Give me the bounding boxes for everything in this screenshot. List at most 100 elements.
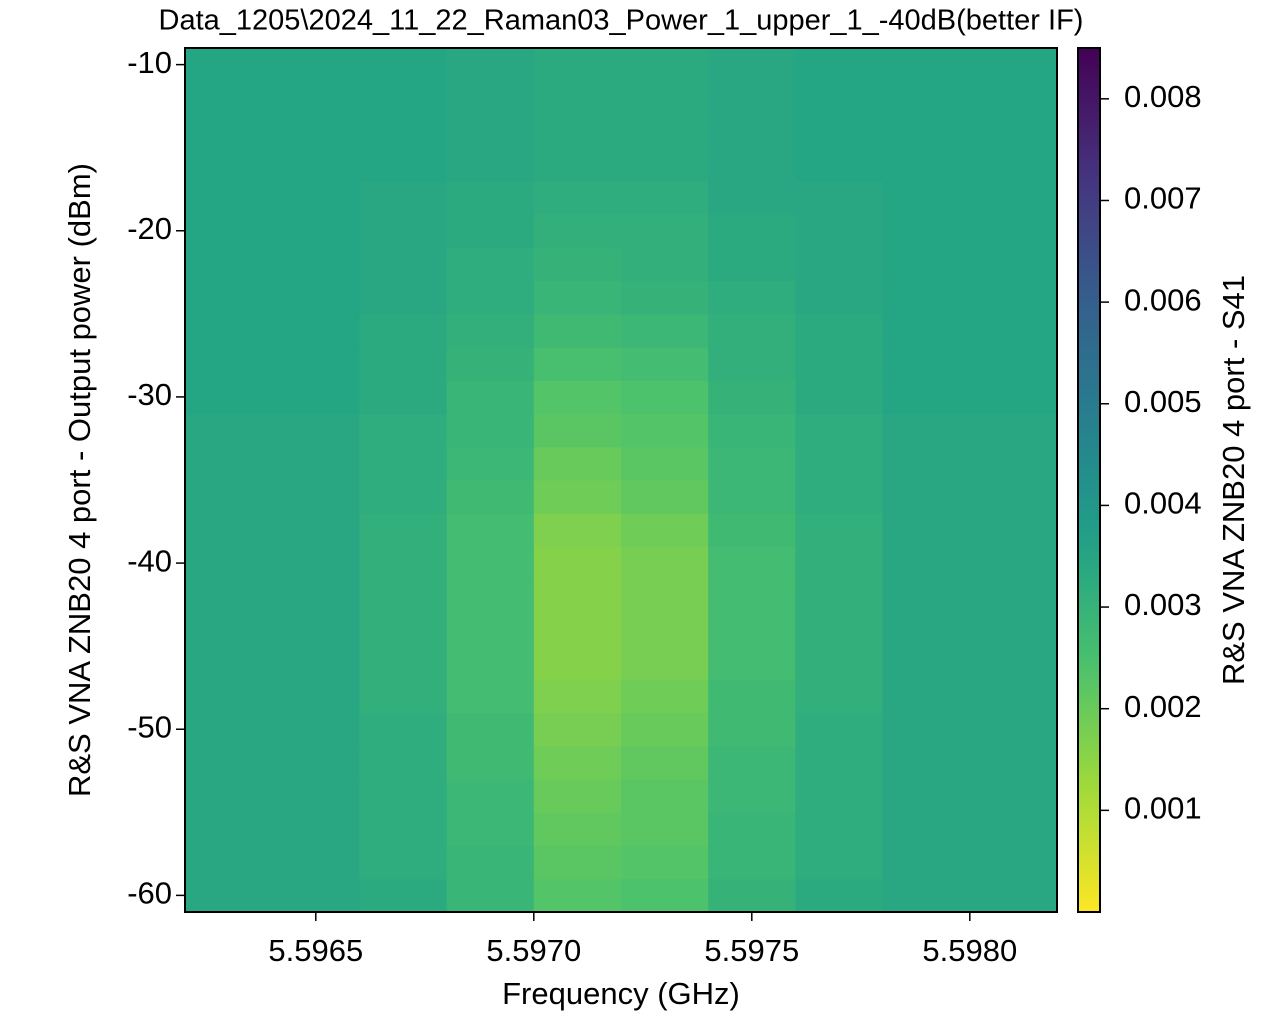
y-axis-label: R&S VNA ZNB20 4 port - Output power (dBm…: [62, 163, 97, 797]
y-tick-label: -30: [127, 377, 172, 412]
heatmap-cell: [446, 812, 535, 847]
heatmap-cell: [708, 446, 796, 481]
heatmap-cell: [708, 513, 796, 547]
heatmap-cell: [359, 81, 448, 115]
heatmap-cell: [359, 480, 448, 514]
heatmap-cell: [621, 214, 709, 248]
heatmap-cell: [446, 878, 535, 913]
heatmap-cell: [969, 180, 1058, 215]
heatmap-cell: [969, 812, 1058, 847]
heatmap-cell: [533, 247, 622, 282]
heatmap-cell: [795, 347, 884, 381]
heatmap-cell: [272, 380, 360, 415]
heatmap-cell: [359, 745, 448, 780]
heatmap-cell: [446, 579, 535, 614]
heatmap-cell: [882, 114, 971, 149]
heatmap-cell: [621, 446, 709, 481]
heatmap-cell: [621, 180, 709, 215]
heatmap-cell: [185, 413, 273, 448]
heatmap-cell: [185, 745, 273, 780]
heatmap-cell: [272, 712, 360, 747]
heatmap-cell: [708, 878, 796, 913]
heatmap-cell: [882, 413, 971, 448]
heatmap-cell: [795, 745, 884, 780]
heatmap-cell: [882, 646, 971, 680]
heatmap-cell: [533, 745, 622, 780]
heatmap-cell: [359, 513, 448, 547]
heatmap-cell: [446, 646, 535, 680]
heatmap-cell: [621, 579, 709, 614]
heatmap-cell: [621, 480, 709, 514]
heatmap-cell: [795, 812, 884, 847]
heatmap-cell: [708, 347, 796, 381]
heatmap-cell: [969, 845, 1058, 880]
heatmap-cell: [708, 81, 796, 115]
heatmap-cell: [359, 878, 448, 913]
heatmap-cell: [621, 347, 709, 381]
heatmap-cell: [185, 347, 273, 381]
heatmap-cell: [359, 280, 448, 315]
heatmap-cell: [185, 313, 273, 348]
heatmap-cell: [882, 812, 971, 847]
heatmap-cell: [533, 878, 622, 913]
heatmap-cell: [621, 712, 709, 747]
heatmap-cell: [969, 114, 1058, 149]
heatmap-cell: [359, 147, 448, 182]
heatmap-cell: [621, 845, 709, 880]
heatmap-cell: [446, 779, 535, 813]
colorbar-tick-label: 0.001: [1124, 791, 1202, 826]
heatmap-cell: [795, 114, 884, 149]
heatmap-cell: [185, 712, 273, 747]
heatmap-cell: [446, 313, 535, 348]
heatmap-cell: [882, 878, 971, 913]
heatmap-cell: [185, 214, 273, 248]
heatmap-cell: [446, 114, 535, 149]
heatmap-cell: [621, 878, 709, 913]
heatmap-cell: [795, 147, 884, 182]
heatmap-cell: [708, 280, 796, 315]
x-tick-label: 5.5965: [268, 933, 363, 968]
heatmap-cell: [533, 81, 622, 115]
heatmap-cell: [272, 646, 360, 680]
heatmap-cell: [708, 845, 796, 880]
heatmap-cell: [272, 313, 360, 348]
heatmap-cell: [708, 745, 796, 780]
heatmap-cell: [533, 413, 622, 448]
heatmap-cell: [882, 712, 971, 747]
heatmap-cell: [708, 180, 796, 215]
heatmap-cell: [185, 280, 273, 315]
heatmap-cell: [621, 745, 709, 780]
heatmap-cell: [272, 612, 360, 647]
heatmap-cell: [185, 579, 273, 614]
heatmap-cell: [359, 380, 448, 415]
heatmap-cell: [969, 81, 1058, 115]
heatmap-cell: [882, 579, 971, 614]
heatmap-cell: [621, 147, 709, 182]
heatmap-cell: [185, 480, 273, 514]
chart-title: Data_1205\2024_11_22_Raman03_Power_1_upp…: [159, 5, 1084, 37]
heatmap-cell: [185, 81, 273, 115]
heatmap-cell: [533, 779, 622, 813]
heatmap-cell: [359, 579, 448, 614]
heatmap-cell: [359, 612, 448, 647]
heatmap-cell: [185, 180, 273, 215]
heatmap-cell: [272, 247, 360, 282]
heatmap-cell: [533, 812, 622, 847]
y-tick-label: -40: [127, 543, 172, 578]
heatmap-cell: [446, 347, 535, 381]
heatmap-cell: [185, 380, 273, 415]
heatmap-cell: [795, 546, 884, 581]
heatmap-cell: [533, 214, 622, 248]
heatmap-cell: [446, 280, 535, 315]
heatmap-cell: [359, 779, 448, 813]
heatmap-cell: [533, 646, 622, 680]
heatmap-cell: [969, 446, 1058, 481]
heatmap-cell: [708, 48, 796, 82]
heatmap-cell: [272, 745, 360, 780]
heatmap-cell: [795, 413, 884, 448]
heatmap-cell: [359, 214, 448, 248]
heatmap-cell: [795, 380, 884, 415]
y-tick-label: -50: [127, 709, 172, 744]
heatmap-cell: [795, 513, 884, 547]
heatmap-cell: [185, 48, 273, 82]
